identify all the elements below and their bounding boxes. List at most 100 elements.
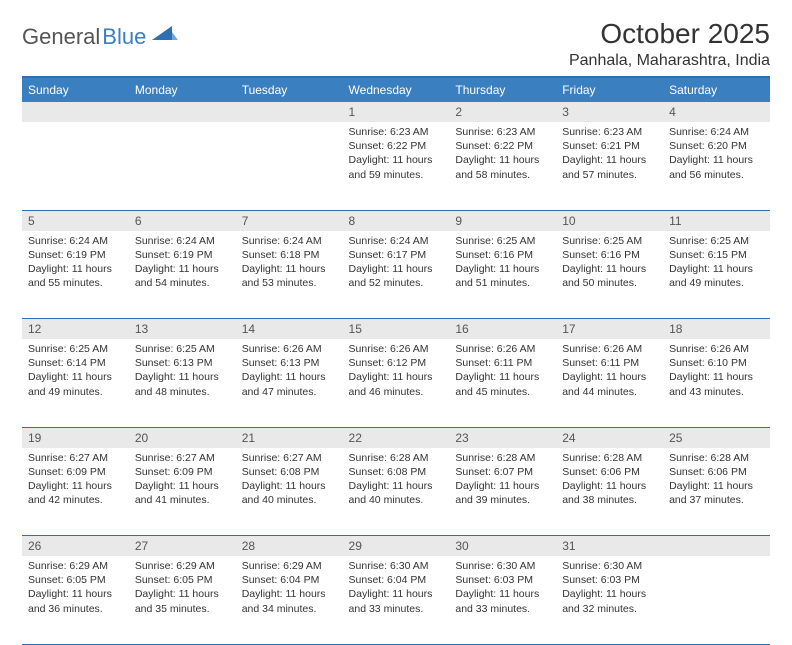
calendar-cell: Sunrise: 6:25 AMSunset: 6:13 PMDaylight:… xyxy=(129,339,236,427)
day-number xyxy=(236,102,343,122)
daylight-text: Daylight: 11 hours and 49 minutes. xyxy=(669,262,764,290)
calendar-cell: Sunrise: 6:27 AMSunset: 6:09 PMDaylight:… xyxy=(129,448,236,536)
day-number: 28 xyxy=(236,536,343,556)
calendar-cell: Sunrise: 6:29 AMSunset: 6:05 PMDaylight:… xyxy=(22,556,129,644)
calendar-cell: Sunrise: 6:28 AMSunset: 6:08 PMDaylight:… xyxy=(343,448,450,536)
calendar-cell: Sunrise: 6:26 AMSunset: 6:13 PMDaylight:… xyxy=(236,339,343,427)
sunrise-text: Sunrise: 6:23 AM xyxy=(562,125,657,139)
daylight-text: Daylight: 11 hours and 39 minutes. xyxy=(455,479,550,507)
daylight-text: Daylight: 11 hours and 40 minutes. xyxy=(349,479,444,507)
sunset-text: Sunset: 6:15 PM xyxy=(669,248,764,262)
day-number: 13 xyxy=(129,319,236,339)
sunset-text: Sunset: 6:09 PM xyxy=(135,465,230,479)
calendar-cell: Sunrise: 6:26 AMSunset: 6:11 PMDaylight:… xyxy=(556,339,663,427)
weekday-header: Thursday xyxy=(449,77,556,102)
sunset-text: Sunset: 6:16 PM xyxy=(562,248,657,262)
calendar-cell: Sunrise: 6:24 AMSunset: 6:18 PMDaylight:… xyxy=(236,231,343,319)
day-number: 6 xyxy=(129,211,236,231)
day-number: 3 xyxy=(556,102,663,122)
daylight-text: Daylight: 11 hours and 54 minutes. xyxy=(135,262,230,290)
day-number: 21 xyxy=(236,428,343,448)
sunrise-text: Sunrise: 6:24 AM xyxy=(135,234,230,248)
daylight-text: Daylight: 11 hours and 51 minutes. xyxy=(455,262,550,290)
calendar-cell: Sunrise: 6:23 AMSunset: 6:22 PMDaylight:… xyxy=(449,122,556,210)
daylight-text: Daylight: 11 hours and 44 minutes. xyxy=(562,370,657,398)
day-number: 20 xyxy=(129,428,236,448)
sunrise-text: Sunrise: 6:29 AM xyxy=(135,559,230,573)
daylight-text: Daylight: 11 hours and 48 minutes. xyxy=(135,370,230,398)
daylight-text: Daylight: 11 hours and 46 minutes. xyxy=(349,370,444,398)
sunrise-text: Sunrise: 6:24 AM xyxy=(349,234,444,248)
daylight-text: Daylight: 11 hours and 55 minutes. xyxy=(28,262,123,290)
day-number: 8 xyxy=(343,211,450,231)
weekday-header: Saturday xyxy=(663,77,770,102)
calendar-cell: Sunrise: 6:28 AMSunset: 6:06 PMDaylight:… xyxy=(556,448,663,536)
calendar-cell: Sunrise: 6:24 AMSunset: 6:19 PMDaylight:… xyxy=(129,231,236,319)
sunrise-text: Sunrise: 6:24 AM xyxy=(28,234,123,248)
day-number: 18 xyxy=(663,319,770,339)
day-number: 31 xyxy=(556,536,663,556)
sunset-text: Sunset: 6:09 PM xyxy=(28,465,123,479)
calendar-cell: Sunrise: 6:25 AMSunset: 6:15 PMDaylight:… xyxy=(663,231,770,319)
sunset-text: Sunset: 6:16 PM xyxy=(455,248,550,262)
day-number xyxy=(22,102,129,122)
calendar-cell: Sunrise: 6:30 AMSunset: 6:04 PMDaylight:… xyxy=(343,556,450,644)
sunset-text: Sunset: 6:18 PM xyxy=(242,248,337,262)
calendar-cell: Sunrise: 6:28 AMSunset: 6:07 PMDaylight:… xyxy=(449,448,556,536)
sunset-text: Sunset: 6:21 PM xyxy=(562,139,657,153)
sunrise-text: Sunrise: 6:23 AM xyxy=(349,125,444,139)
day-number: 16 xyxy=(449,319,556,339)
sunset-text: Sunset: 6:19 PM xyxy=(135,248,230,262)
sunrise-text: Sunrise: 6:26 AM xyxy=(349,342,444,356)
sunrise-text: Sunrise: 6:28 AM xyxy=(562,451,657,465)
sunrise-text: Sunrise: 6:27 AM xyxy=(135,451,230,465)
daylight-text: Daylight: 11 hours and 42 minutes. xyxy=(28,479,123,507)
calendar-cell: Sunrise: 6:26 AMSunset: 6:11 PMDaylight:… xyxy=(449,339,556,427)
sunrise-text: Sunrise: 6:26 AM xyxy=(562,342,657,356)
sunrise-text: Sunrise: 6:25 AM xyxy=(455,234,550,248)
calendar-cell: Sunrise: 6:24 AMSunset: 6:19 PMDaylight:… xyxy=(22,231,129,319)
daylight-text: Daylight: 11 hours and 33 minutes. xyxy=(455,587,550,615)
sunset-text: Sunset: 6:22 PM xyxy=(455,139,550,153)
sunset-text: Sunset: 6:07 PM xyxy=(455,465,550,479)
sunrise-text: Sunrise: 6:29 AM xyxy=(242,559,337,573)
month-title: October 2025 xyxy=(569,18,770,50)
sunrise-text: Sunrise: 6:26 AM xyxy=(669,342,764,356)
sunset-text: Sunset: 6:22 PM xyxy=(349,139,444,153)
calendar-cell: Sunrise: 6:27 AMSunset: 6:08 PMDaylight:… xyxy=(236,448,343,536)
sunset-text: Sunset: 6:04 PM xyxy=(242,573,337,587)
sunrise-text: Sunrise: 6:27 AM xyxy=(28,451,123,465)
day-number: 14 xyxy=(236,319,343,339)
calendar-cell: Sunrise: 6:23 AMSunset: 6:22 PMDaylight:… xyxy=(343,122,450,210)
day-number: 4 xyxy=(663,102,770,122)
daylight-text: Daylight: 11 hours and 49 minutes. xyxy=(28,370,123,398)
sunset-text: Sunset: 6:11 PM xyxy=(562,356,657,370)
calendar-cell xyxy=(22,122,129,210)
daylight-text: Daylight: 11 hours and 34 minutes. xyxy=(242,587,337,615)
sunrise-text: Sunrise: 6:26 AM xyxy=(242,342,337,356)
sunset-text: Sunset: 6:08 PM xyxy=(242,465,337,479)
weekday-header: Monday xyxy=(129,77,236,102)
daylight-text: Daylight: 11 hours and 56 minutes. xyxy=(669,153,764,181)
sunset-text: Sunset: 6:20 PM xyxy=(669,139,764,153)
day-number: 27 xyxy=(129,536,236,556)
weekday-header: Tuesday xyxy=(236,77,343,102)
daylight-text: Daylight: 11 hours and 45 minutes. xyxy=(455,370,550,398)
calendar-cell: Sunrise: 6:29 AMSunset: 6:04 PMDaylight:… xyxy=(236,556,343,644)
calendar-cell: Sunrise: 6:30 AMSunset: 6:03 PMDaylight:… xyxy=(556,556,663,644)
sunset-text: Sunset: 6:13 PM xyxy=(135,356,230,370)
day-number: 9 xyxy=(449,211,556,231)
sunrise-text: Sunrise: 6:30 AM xyxy=(562,559,657,573)
sunset-text: Sunset: 6:06 PM xyxy=(669,465,764,479)
daylight-text: Daylight: 11 hours and 52 minutes. xyxy=(349,262,444,290)
daylight-text: Daylight: 11 hours and 41 minutes. xyxy=(135,479,230,507)
daylight-text: Daylight: 11 hours and 40 minutes. xyxy=(242,479,337,507)
sunrise-text: Sunrise: 6:27 AM xyxy=(242,451,337,465)
daylight-text: Daylight: 11 hours and 36 minutes. xyxy=(28,587,123,615)
sunset-text: Sunset: 6:06 PM xyxy=(562,465,657,479)
logo-text-blue: Blue xyxy=(102,24,146,50)
calendar-cell: Sunrise: 6:28 AMSunset: 6:06 PMDaylight:… xyxy=(663,448,770,536)
day-number: 22 xyxy=(343,428,450,448)
calendar-cell: Sunrise: 6:24 AMSunset: 6:17 PMDaylight:… xyxy=(343,231,450,319)
calendar-cell: Sunrise: 6:27 AMSunset: 6:09 PMDaylight:… xyxy=(22,448,129,536)
